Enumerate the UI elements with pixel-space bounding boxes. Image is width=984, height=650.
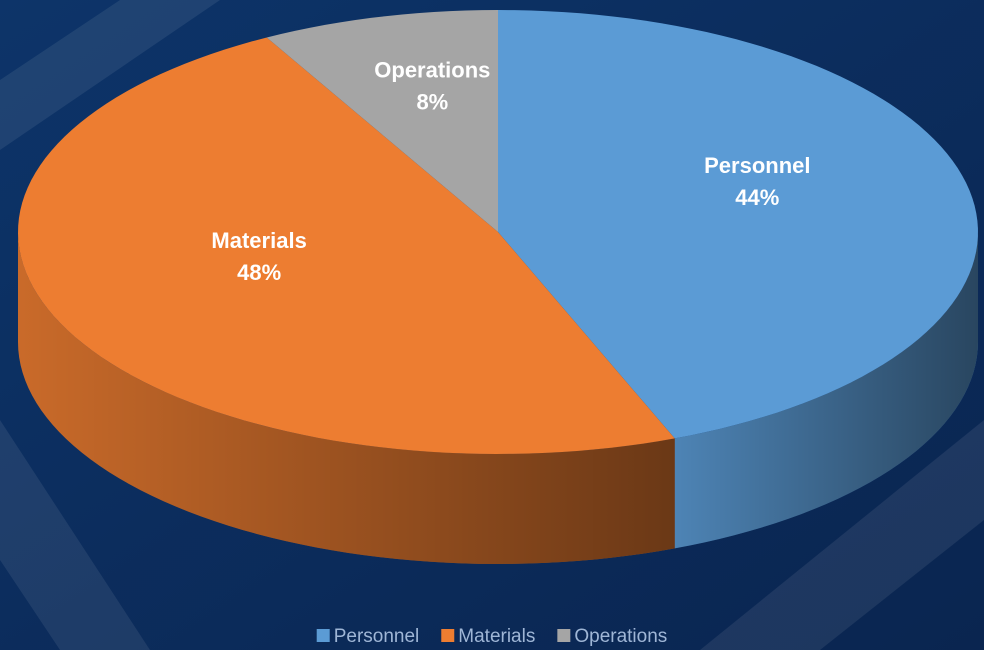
data-label: 8%: [416, 90, 448, 115]
legend-item: Operations: [557, 626, 667, 647]
data-label: 48%: [237, 260, 281, 285]
slice: [498, 10, 978, 439]
legend-swatch: [441, 629, 455, 642]
legend-item: Materials: [441, 626, 535, 647]
data-label-category: Operations: [374, 58, 490, 83]
legend: Personnel Materials Operations: [316, 626, 667, 647]
data-label: 44%: [735, 185, 779, 210]
legend-label: Materials: [458, 626, 535, 647]
legend-swatch: [316, 629, 330, 642]
legend-label: Operations: [574, 626, 667, 647]
slice-side-shade: [674, 232, 978, 549]
slice-side-shade: [18, 232, 675, 564]
slice: [266, 10, 498, 232]
pie: Personnel 44% Materials 48% Operations 8%: [18, 10, 978, 564]
data-label-category: Personnel: [704, 153, 810, 178]
data-label-category: Materials: [211, 228, 306, 253]
slice: [18, 37, 675, 454]
legend-item: Personnel: [316, 626, 420, 647]
legend-swatch: [557, 629, 571, 642]
legend-label: Personnel: [334, 626, 420, 647]
